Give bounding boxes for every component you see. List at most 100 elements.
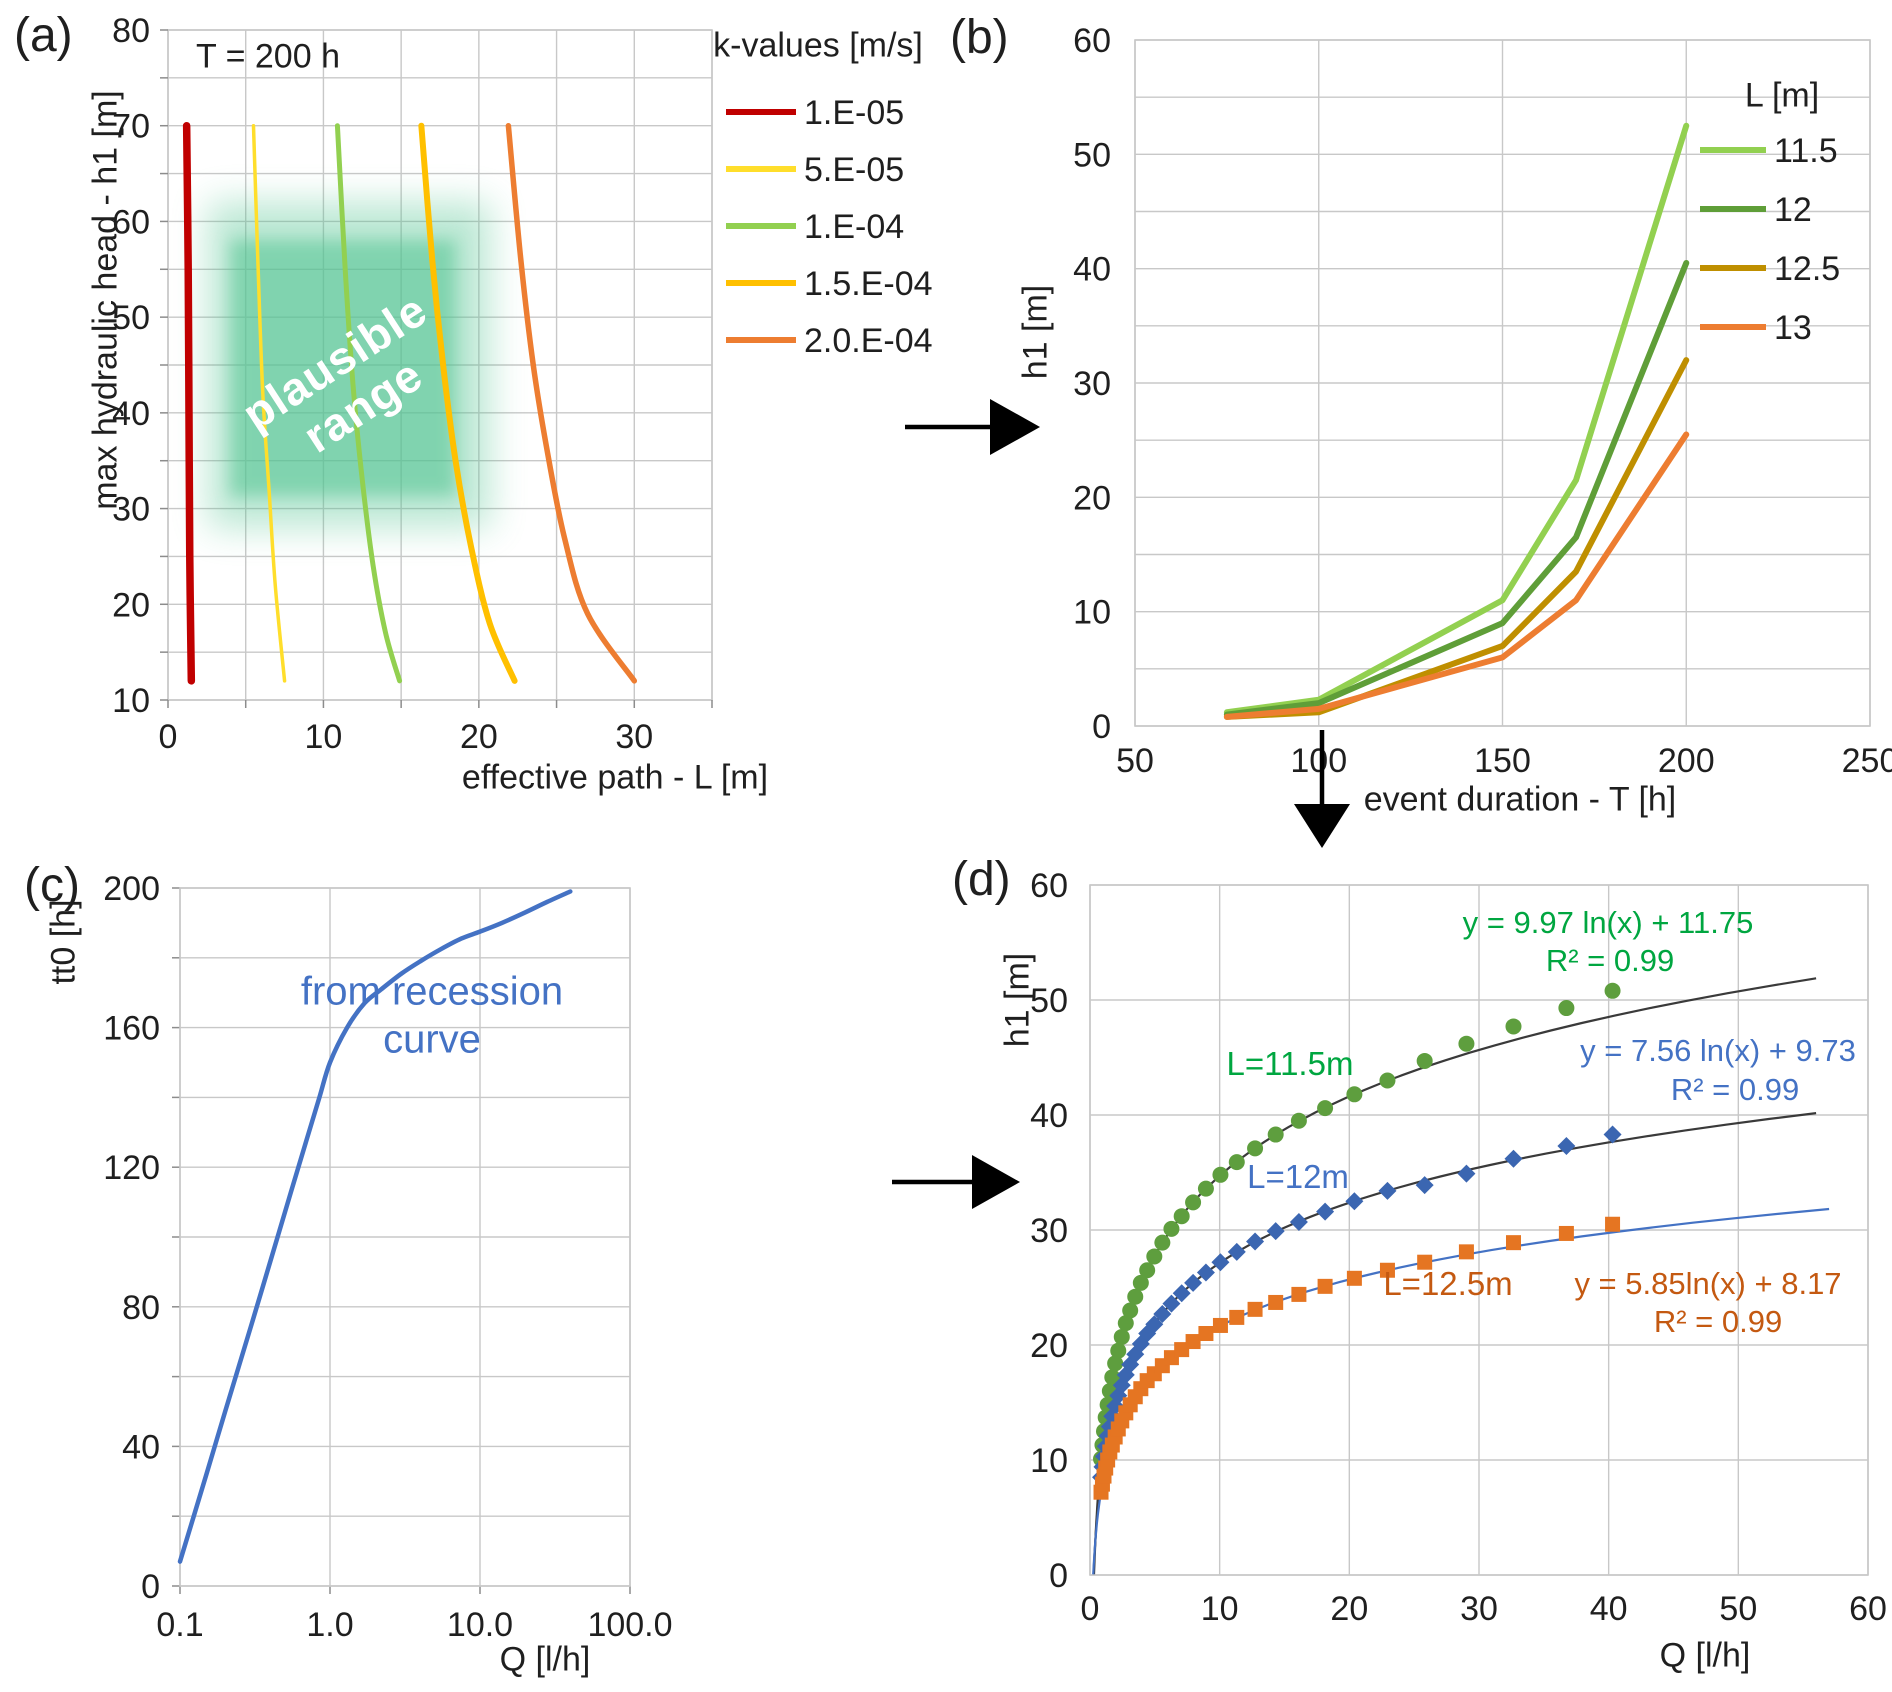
arrow-c-to-d (892, 1155, 1020, 1209)
equation-green: y = 9.97 ln(x) + 11.75 (1462, 905, 1754, 940)
svg-text:10: 10 (305, 718, 343, 756)
svg-text:20: 20 (112, 586, 150, 624)
panel-b-x-axis-title: event duration - T [h] (1363, 780, 1677, 819)
svg-text:100.0: 100.0 (587, 1606, 672, 1644)
svg-text:40: 40 (1590, 1590, 1628, 1628)
recession-curve (177, 889, 573, 1564)
svg-text:100: 100 (1290, 742, 1347, 780)
k-curve-2.0.E-04 (505, 122, 638, 684)
svg-text:50: 50 (1116, 742, 1154, 780)
svg-text:10.0: 10.0 (447, 1606, 513, 1644)
flow-arrows (892, 399, 1350, 1209)
svg-text:50: 50 (1719, 1590, 1757, 1628)
panel-a-duration-annotation: T = 200 h (196, 37, 340, 76)
svg-text:10: 10 (1030, 1442, 1068, 1480)
recession-annotation-line1: from recession (300, 969, 564, 1014)
svg-text:0: 0 (141, 1568, 160, 1606)
r-squared-orange: R² = 0.99 (1653, 1304, 1783, 1339)
svg-text:40: 40 (112, 395, 150, 433)
svg-text:120: 120 (103, 1149, 160, 1187)
svg-text:30: 30 (1460, 1590, 1498, 1628)
panel-d-label: (d) (952, 853, 1011, 906)
r-squared-green: R² = 0.99 (1545, 943, 1675, 978)
panel-c-label: (c) (24, 859, 80, 912)
svg-text:0: 0 (1081, 1590, 1100, 1628)
svg-text:200: 200 (1658, 742, 1715, 780)
svg-text:80: 80 (122, 1289, 160, 1327)
trendline-L=12.5m (1092, 1207, 1830, 1575)
panel-a-legend-title: k-values [m/s] (713, 26, 923, 65)
svg-text:160: 160 (103, 1010, 160, 1048)
svg-text:80: 80 (112, 12, 150, 50)
svg-text:0: 0 (1049, 1557, 1068, 1595)
equation-orange: y = 5.85ln(x) + 8.17 (1574, 1266, 1842, 1301)
panel-b-plot: 50 100 150 200 250 0 10 20 30 40 50 60 11.5 12 12.5 13 (1073, 22, 1892, 780)
svg-text:0: 0 (1092, 708, 1111, 746)
panel-c-plot: 0.1 1.0 10.0 100.0 0 40 80 120 160 200 (103, 870, 672, 1644)
panel-b-legend: 11.5 12 12.5 13 (1700, 132, 1840, 347)
svg-text:20: 20 (460, 718, 498, 756)
svg-text:30: 30 (1030, 1212, 1068, 1250)
svg-text:40: 40 (1073, 251, 1111, 289)
svg-text:40: 40 (122, 1428, 160, 1466)
svg-text:5.E-05: 5.E-05 (804, 151, 904, 189)
scatter-L=12m (1092, 1125, 1622, 1487)
svg-text:20: 20 (1073, 479, 1111, 517)
panel-d-plot: 0 10 20 30 40 50 60 0 10 20 30 40 50 60 (1030, 867, 1887, 1628)
k-curve-1.5.E-04 (418, 122, 518, 684)
panel-a-label: (a) (14, 9, 73, 62)
L-curve-13 (1223, 431, 1690, 720)
panel-d-y-axis-title: h1 [m] (998, 952, 1037, 1048)
panel-d-x-axis-title: Q [l/h] (1659, 1636, 1751, 1675)
panel-b-label: (b) (950, 11, 1009, 64)
panel-c-x-axis-title: Q [l/h] (499, 1640, 591, 1679)
scatter-L=11.5m (1093, 982, 1621, 1467)
k-curve-5.E-05 (251, 123, 287, 683)
svg-text:0.1: 0.1 (156, 1606, 203, 1644)
arrow-b-to-d (1294, 730, 1350, 848)
panel-a-legend: 1.E-05 5.E-05 1.E-04 1.5.E-04 2.0.E-04 (726, 94, 933, 360)
series-label-L11.5: L=11.5m (1226, 1045, 1354, 1082)
svg-text:1.0: 1.0 (306, 1606, 353, 1644)
svg-text:20: 20 (1330, 1590, 1368, 1628)
L-curve-11.5 (1223, 122, 1690, 716)
r-squared-blue: R² = 0.99 (1670, 1072, 1800, 1107)
L-curve-12 (1223, 259, 1690, 718)
svg-text:250: 250 (1842, 742, 1892, 780)
svg-text:10: 10 (1073, 594, 1111, 632)
equation-blue: y = 7.56 ln(x) + 9.73 (1580, 1033, 1856, 1068)
svg-text:50: 50 (1073, 136, 1111, 174)
svg-text:60: 60 (112, 203, 150, 241)
svg-text:60: 60 (1030, 867, 1068, 905)
svg-text:1.5.E-04: 1.5.E-04 (804, 265, 933, 303)
svg-text:10: 10 (1201, 1590, 1239, 1628)
svg-text:30: 30 (1073, 365, 1111, 403)
svg-text:30: 30 (615, 718, 653, 756)
k-curve-1.E-05 (182, 121, 196, 685)
panel-b-y-axis-title: h1 [m] (1016, 284, 1055, 380)
svg-text:0: 0 (159, 718, 178, 756)
panel-a-x-axis-title: effective path - L [m] (461, 758, 769, 797)
svg-text:1.E-04: 1.E-04 (804, 208, 904, 246)
panel-b-legend-title: L [m] (1744, 76, 1820, 115)
svg-text:1.E-05: 1.E-05 (804, 94, 904, 132)
series-label-L12.5: L=12.5m (1383, 1265, 1513, 1302)
panel-a-plot: 0 10 20 3010203040506070801.E-055.E-051.E-0… (112, 12, 932, 756)
svg-text:60: 60 (1849, 1590, 1887, 1628)
svg-text:40: 40 (1030, 1097, 1068, 1135)
svg-text:60: 60 (1073, 22, 1111, 60)
svg-text:30: 30 (112, 491, 150, 529)
svg-text:11.5: 11.5 (1774, 132, 1838, 170)
series-label-L12: L=12m (1247, 1158, 1349, 1195)
recession-annotation-line2: curve (383, 1017, 481, 1062)
svg-text:12.5: 12.5 (1774, 250, 1840, 288)
svg-text:20: 20 (1030, 1327, 1068, 1365)
scatter-L=12.5m (1093, 1216, 1621, 1500)
k-curve-1.E-04 (334, 123, 403, 684)
svg-text:150: 150 (1474, 742, 1531, 780)
svg-text:50: 50 (112, 299, 150, 337)
arrow-a-to-b (905, 399, 1040, 455)
svg-text:200: 200 (103, 870, 160, 908)
